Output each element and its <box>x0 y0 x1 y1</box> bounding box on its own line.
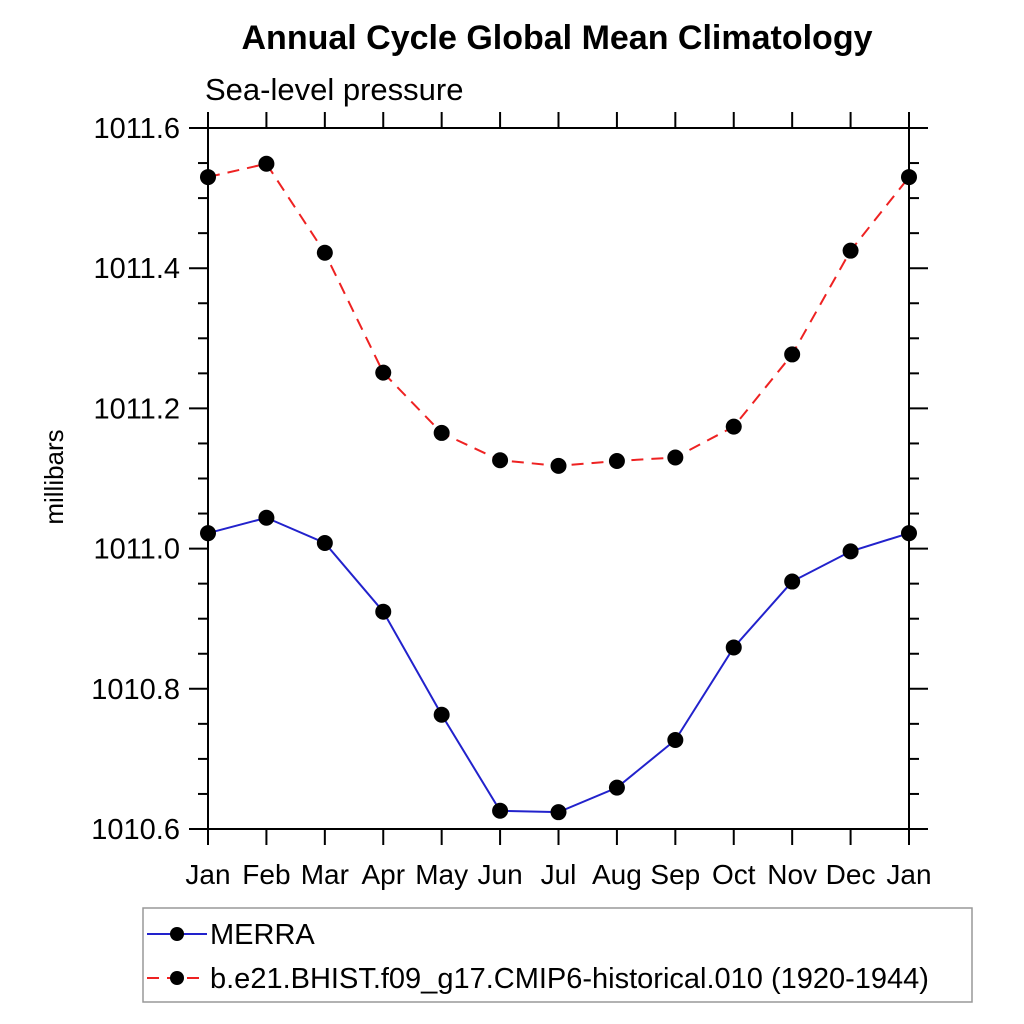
data-point-marker <box>200 525 216 542</box>
data-point-marker <box>842 543 859 560</box>
data-point-marker <box>433 424 450 441</box>
data-series <box>200 155 917 821</box>
data-point-marker <box>316 244 333 261</box>
legend-label-model: b.e21.BHIST.f09_g17.CMIP6-historical.010… <box>210 963 929 995</box>
x-tick-label: Nov <box>767 859 817 890</box>
data-point-marker <box>842 242 859 259</box>
data-point-marker <box>667 731 684 748</box>
x-tick-label: Oct <box>712 859 756 890</box>
x-tick-label: Jan <box>185 859 230 890</box>
x-tick-label: Apr <box>361 859 405 890</box>
legend-sample-marker <box>170 927 184 941</box>
data-point-marker <box>258 509 275 526</box>
legend: MERRA b.e21.BHIST.f09_g17.CMIP6-historic… <box>142 907 973 1003</box>
data-point-marker <box>550 457 567 474</box>
x-tick-label: Jan <box>886 859 931 890</box>
data-point-marker <box>784 573 801 590</box>
data-point-marker <box>550 804 567 821</box>
x-axis-ticks: Jan Feb Mar Apr May Jun Jul Aug Sep Oct Nov Dec Jan <box>185 112 932 890</box>
data-point-marker <box>433 706 450 723</box>
y-tick-label: 1011.6 <box>93 113 180 145</box>
data-point-marker <box>316 534 333 551</box>
data-point-marker <box>608 452 625 469</box>
x-tick-label: Sep <box>650 859 700 890</box>
y-tick-label: 1010.8 <box>91 674 180 706</box>
data-point-marker <box>258 155 275 172</box>
y-tick-label: 1011.2 <box>93 393 180 425</box>
data-point-marker <box>901 525 917 542</box>
data-point-marker <box>375 603 392 620</box>
data-point-marker <box>375 364 392 381</box>
x-tick-label: Mar <box>301 859 349 890</box>
y-tick-label: 1010.6 <box>91 814 180 846</box>
y-axis-label: millibars <box>39 429 69 524</box>
data-point-marker <box>492 802 509 819</box>
x-tick-label: Aug <box>592 859 642 890</box>
data-point-marker <box>492 452 509 469</box>
model-series-line <box>207 162 910 467</box>
y-tick-label: 1011.0 <box>93 534 180 566</box>
data-point-marker <box>784 346 801 363</box>
merra-series-line <box>207 516 910 814</box>
x-tick-label: Dec <box>826 859 876 890</box>
legend-samples <box>147 927 207 985</box>
y-tick-label: 1011.4 <box>93 253 180 285</box>
data-point-marker <box>667 449 684 466</box>
legend-sample-marker <box>170 971 184 985</box>
data-point-marker <box>200 169 216 186</box>
legend-box <box>142 907 973 1003</box>
y-axis-ticks: 1010.6 1010.8 1011.0 1011.2 1011.4 1011.6 <box>91 113 928 846</box>
data-point-marker <box>901 169 917 186</box>
x-tick-label: Jun <box>478 859 523 890</box>
data-point-marker <box>725 418 742 435</box>
x-tick-label: Jul <box>541 859 577 890</box>
x-tick-label: May <box>415 859 468 890</box>
x-tick-label: Feb <box>242 859 290 890</box>
chart-title: Annual Cycle Global Mean Climatology <box>242 19 873 57</box>
legend-label-merra: MERRA <box>210 919 315 951</box>
chart-subtitle: Sea-level pressure <box>205 72 463 107</box>
data-point-marker <box>725 639 742 656</box>
data-point-marker <box>608 779 625 796</box>
